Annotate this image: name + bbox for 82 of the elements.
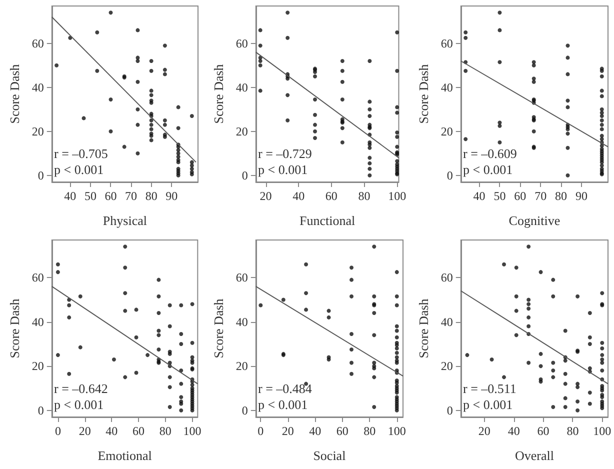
y-tick-label: 60 <box>236 270 248 285</box>
x-tick-label: 80 <box>566 424 579 438</box>
x-tick-label: 80 <box>555 189 568 203</box>
y-tick-label: 60 <box>32 270 44 285</box>
y-tick-label: 40 <box>236 80 248 94</box>
y-tick-label: 0 <box>242 403 248 418</box>
x-axis-title: Cognitive <box>508 213 560 228</box>
y-tick-label: 0 <box>38 403 44 418</box>
y-tick-label: 0 <box>446 168 453 182</box>
x-tick-label: 60 <box>537 424 550 438</box>
y-tick-label: 20 <box>440 359 453 374</box>
annotation: r = –0.484 <box>258 381 312 396</box>
y-axis-title: Score Dash <box>7 64 22 124</box>
x-tick-label: 100 <box>183 424 202 438</box>
y-tick-label: 40 <box>32 314 44 329</box>
x-tick-label: 50 <box>84 189 96 203</box>
y-tick-label: 40 <box>440 80 453 94</box>
x-tick-label: 20 <box>478 424 490 438</box>
x-axis-title: Functional <box>300 213 356 228</box>
x-tick-label: 20 <box>282 424 294 438</box>
annotation: r = –0.729 <box>258 146 312 161</box>
x-tick-label: 60 <box>336 424 348 438</box>
y-axis-title: Score Dash <box>416 298 431 358</box>
x-tick-label: 80 <box>358 189 370 203</box>
x-tick-label: 80 <box>159 424 172 438</box>
y-tick-label: 40 <box>32 80 44 94</box>
y-axis-title: Score Dash <box>7 298 22 358</box>
y-tick-label: 0 <box>38 168 44 182</box>
y-tick-label: 0 <box>446 403 453 418</box>
y-tick-label: 20 <box>236 359 248 374</box>
y-axis-title: Score Dash <box>416 64 431 124</box>
x-tick-label: 40 <box>309 424 322 438</box>
annotation: p < 0.001 <box>463 162 513 177</box>
y-tick-label: 0 <box>242 168 248 182</box>
annotation: p < 0.001 <box>258 162 308 177</box>
x-tick-label: 40 <box>64 189 76 203</box>
x-tick-label: 20 <box>260 189 272 203</box>
x-tick-label: 100 <box>388 424 406 438</box>
x-tick-label: 100 <box>593 424 612 438</box>
y-tick-label: 60 <box>236 36 248 50</box>
y-tick-label: 20 <box>32 124 44 138</box>
y-tick-label: 20 <box>236 124 248 138</box>
x-tick-label: 60 <box>132 424 145 438</box>
annotation: r = –0.705 <box>54 146 108 161</box>
x-tick-label: 60 <box>104 189 117 203</box>
y-axis-title: Score Dash <box>211 298 226 358</box>
x-tick-label: 80 <box>145 189 158 203</box>
x-tick-label: 70 <box>534 189 547 203</box>
y-tick-label: 40 <box>440 314 453 329</box>
x-tick-label: 40 <box>106 424 118 438</box>
x-tick-label: 50 <box>494 189 506 203</box>
annotation: p < 0.001 <box>258 397 308 412</box>
y-axis-title: Score Dash <box>211 64 226 124</box>
y-tick-label: 20 <box>32 359 44 374</box>
x-tick-label: 60 <box>514 189 526 203</box>
x-axis-title: Emotional <box>98 448 152 463</box>
x-tick-label: 80 <box>364 424 376 438</box>
x-tick-label: 70 <box>125 189 138 203</box>
annotation: p < 0.001 <box>463 397 513 412</box>
annotation: p < 0.001 <box>54 162 104 177</box>
x-axis-title: Physical <box>102 213 148 228</box>
y-tick-label: 60 <box>440 270 453 285</box>
x-axis-title: Overall <box>514 448 554 463</box>
annotation: p < 0.001 <box>54 397 104 412</box>
x-tick-label: 90 <box>166 189 178 203</box>
annotation: r = –0.609 <box>463 146 517 161</box>
x-tick-label: 40 <box>292 189 305 203</box>
y-tick-label: 60 <box>440 36 453 50</box>
x-axis-title: Social <box>313 448 346 463</box>
x-tick-label: 40 <box>473 189 486 203</box>
x-tick-label: 90 <box>575 189 588 203</box>
y-tick-label: 40 <box>236 314 248 329</box>
annotation: r = –0.511 <box>463 381 516 396</box>
x-tick-label: 20 <box>78 424 91 438</box>
annotation: r = –0.642 <box>54 381 108 396</box>
x-tick-label: 100 <box>388 189 406 203</box>
y-tick-label: 60 <box>32 36 44 50</box>
x-tick-label: 40 <box>508 424 520 438</box>
x-tick-label: 0 <box>54 424 61 438</box>
x-tick-label: 60 <box>325 189 338 203</box>
y-tick-label: 20 <box>440 124 453 138</box>
x-tick-label: 0 <box>258 424 264 438</box>
